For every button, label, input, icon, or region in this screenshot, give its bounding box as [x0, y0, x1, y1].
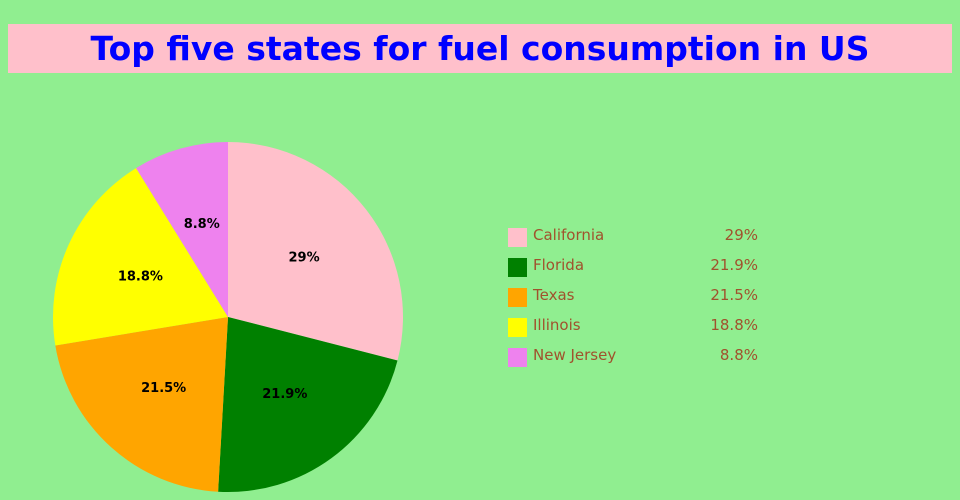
pie-slice-california: [228, 142, 403, 361]
legend-item: New Jersey 8.8%: [508, 344, 768, 374]
legend-value: 21.5%: [710, 286, 758, 304]
legend-item: Illinois 18.8%: [508, 314, 768, 344]
legend-swatch: [508, 228, 527, 247]
legend-swatch: [508, 348, 527, 367]
pie-slice-florida: [218, 317, 398, 493]
chart-title: Top five states for fuel consumption in …: [90, 29, 870, 68]
legend: California 29% Florida 21.9% Texas 21.5% Illin…: [508, 224, 768, 374]
pie-slice-new-jersey: [136, 142, 228, 317]
legend-item: California 29%: [508, 224, 768, 254]
slice-label-illinois: 18.8%: [118, 270, 163, 285]
pie-slice-texas: [55, 317, 229, 492]
legend-label: Texas: [533, 286, 575, 304]
slice-label-texas: 21.5%: [141, 381, 186, 396]
slice-label-new-jersey: 8.8%: [184, 217, 220, 232]
legend-value: 8.8%: [719, 346, 758, 364]
legend-label: Illinois: [533, 316, 581, 334]
legend-label: California: [533, 226, 605, 244]
legend-item: Texas 21.5%: [508, 284, 768, 314]
legend-value: 21.9%: [710, 256, 758, 274]
legend-value: 29%: [724, 226, 758, 244]
legend-value: 18.8%: [710, 316, 758, 334]
slice-label-california: 29%: [288, 251, 319, 266]
legend-item: Florida 21.9%: [508, 254, 768, 284]
pie-slice-illinois: [53, 168, 229, 346]
legend-label: New Jersey: [533, 346, 617, 364]
legend-swatch: [508, 318, 527, 337]
legend-swatch: [508, 288, 527, 307]
slice-label-florida: 21.9%: [262, 387, 307, 402]
legend-label: Florida: [533, 256, 585, 274]
title-bar: Top five states for fuel consumption in …: [8, 24, 952, 73]
legend-swatch: [508, 258, 527, 277]
